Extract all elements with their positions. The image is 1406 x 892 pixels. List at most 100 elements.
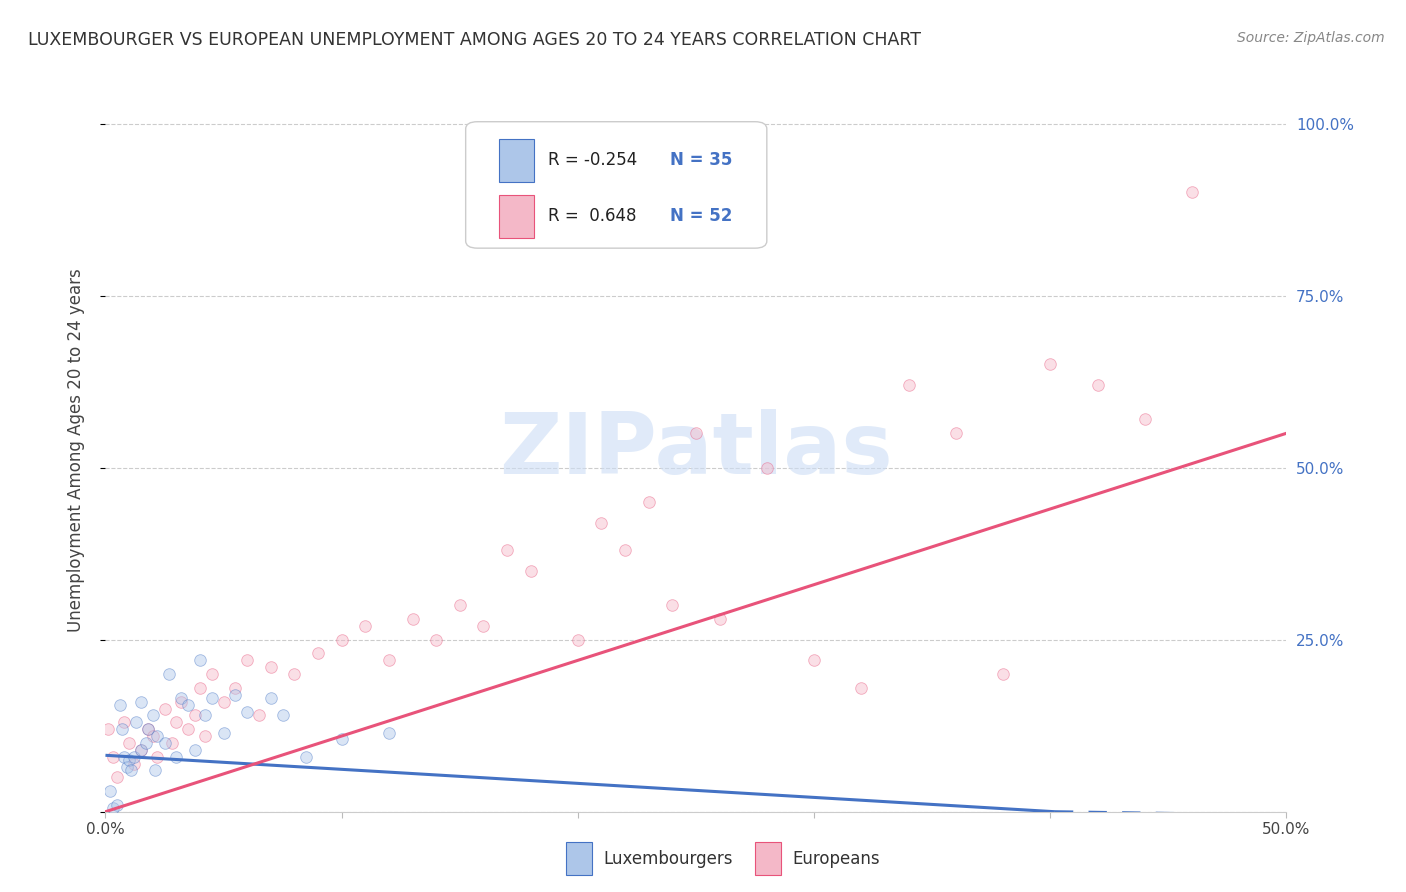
Point <box>330 732 353 747</box>
Text: N = 35: N = 35 <box>671 152 733 169</box>
Point <box>496 543 519 558</box>
Y-axis label: Unemployment Among Ages 20 to 24 years: Unemployment Among Ages 20 to 24 years <box>66 268 84 632</box>
Point <box>165 749 187 764</box>
Point <box>212 695 235 709</box>
Point <box>98 784 121 798</box>
Point <box>105 797 128 812</box>
Point <box>295 749 318 764</box>
Point <box>160 736 183 750</box>
Point <box>170 691 193 706</box>
Point <box>247 708 270 723</box>
Point <box>142 729 165 743</box>
Text: Europeans: Europeans <box>793 850 880 868</box>
Text: R = -0.254: R = -0.254 <box>548 152 637 169</box>
Text: LUXEMBOURGER VS EUROPEAN UNEMPLOYMENT AMONG AGES 20 TO 24 YEARS CORRELATION CHAR: LUXEMBOURGER VS EUROPEAN UNEMPLOYMENT AM… <box>28 31 921 49</box>
Point <box>157 667 180 681</box>
Point <box>1133 412 1156 426</box>
Point <box>519 564 541 578</box>
Point <box>101 801 124 815</box>
Point <box>224 688 246 702</box>
Point <box>201 691 224 706</box>
Point <box>108 698 131 712</box>
Point <box>118 753 141 767</box>
Point <box>224 681 246 695</box>
Point <box>614 543 637 558</box>
Point <box>709 612 731 626</box>
Point <box>135 736 157 750</box>
Point <box>129 743 152 757</box>
Point <box>177 698 200 712</box>
Point <box>184 743 207 757</box>
Point <box>122 756 145 771</box>
Point <box>945 426 967 441</box>
Point <box>111 722 134 736</box>
Point <box>236 653 259 667</box>
Point <box>567 632 589 647</box>
Point <box>118 736 141 750</box>
Point <box>105 770 128 784</box>
Point <box>260 660 283 674</box>
Point <box>378 653 401 667</box>
Text: N = 52: N = 52 <box>671 207 733 226</box>
Point <box>1087 378 1109 392</box>
Point <box>236 705 259 719</box>
Point <box>165 715 187 730</box>
Bar <box>567 842 592 875</box>
Point <box>1181 186 1204 200</box>
Point <box>685 426 707 441</box>
Point <box>260 691 283 706</box>
Point <box>153 736 176 750</box>
Point <box>425 632 447 647</box>
Point <box>112 715 135 730</box>
Point <box>194 708 217 723</box>
Point <box>271 708 294 723</box>
Point <box>755 460 778 475</box>
Point <box>283 667 305 681</box>
Point <box>401 612 423 626</box>
Point <box>591 516 613 530</box>
Point <box>449 599 471 613</box>
Point <box>120 764 142 778</box>
Point <box>112 749 135 764</box>
Point <box>177 722 200 736</box>
Point <box>194 729 217 743</box>
Point <box>129 743 152 757</box>
Point <box>378 725 401 739</box>
Bar <box>755 842 780 875</box>
Point <box>188 681 211 695</box>
Text: Luxembourgers: Luxembourgers <box>603 850 734 868</box>
Point <box>143 764 166 778</box>
Point <box>803 653 825 667</box>
Point <box>146 749 169 764</box>
Point <box>851 681 873 695</box>
Point <box>991 667 1014 681</box>
Point <box>136 722 159 736</box>
Text: Source: ZipAtlas.com: Source: ZipAtlas.com <box>1237 31 1385 45</box>
Point <box>330 632 353 647</box>
Point <box>1039 358 1062 372</box>
Point <box>897 378 920 392</box>
Text: R =  0.648: R = 0.648 <box>548 207 637 226</box>
Point <box>307 647 329 661</box>
Point <box>661 599 683 613</box>
Point <box>472 619 495 633</box>
Bar <box>499 194 534 238</box>
Point <box>125 715 148 730</box>
Point <box>354 619 377 633</box>
Point <box>101 749 124 764</box>
Point <box>142 708 165 723</box>
Point <box>188 653 211 667</box>
Point <box>637 495 659 509</box>
Point <box>170 695 193 709</box>
Bar <box>499 138 534 182</box>
Point <box>97 722 120 736</box>
Point <box>146 729 169 743</box>
Point <box>115 760 138 774</box>
Point <box>122 749 145 764</box>
Point <box>201 667 224 681</box>
Point <box>153 701 176 715</box>
Point <box>136 722 159 736</box>
Point <box>129 695 152 709</box>
Point <box>184 708 207 723</box>
Text: ZIPatlas: ZIPatlas <box>499 409 893 492</box>
